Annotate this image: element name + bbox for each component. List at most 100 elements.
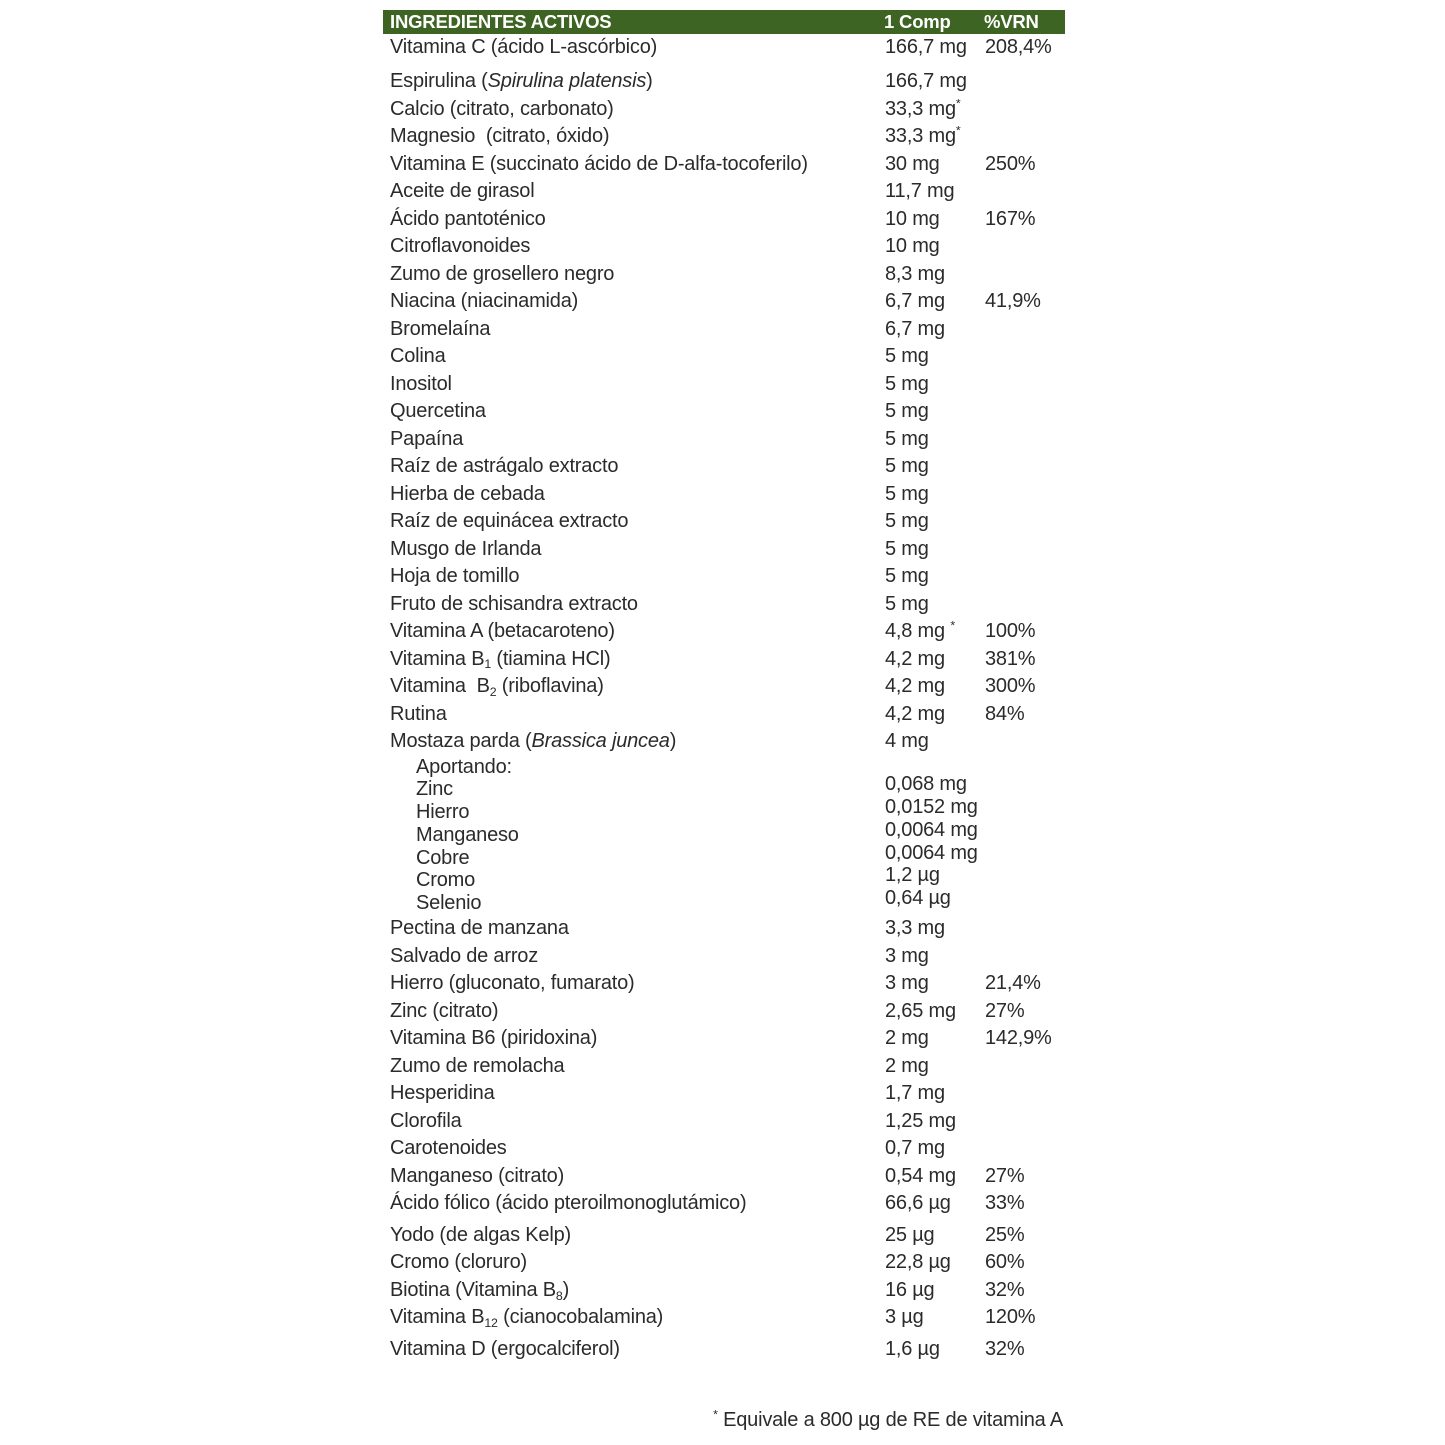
table-row: Niacina (niacinamida) 6,7 mg 41,9% <box>383 288 1065 316</box>
vrn-value: 41,9% <box>985 290 1041 312</box>
amount-value: 3 µg <box>885 1306 924 1329</box>
amount-value: 25 µg <box>885 1223 935 1246</box>
footnote-asterisk: * <box>713 1407 718 1422</box>
vrn-value: 250% <box>985 152 1036 175</box>
table-row: Ácido fólico (ácido pteroilmonoglutámico… <box>383 1190 1065 1218</box>
ingredient-name: Hierro <box>416 801 470 824</box>
ingredient-name: Aceite de girasol <box>390 180 535 202</box>
ingredient-name: Aportando: <box>416 755 512 778</box>
table-row: Vitamina A (betacaroteno) 4,8 mg * 100% <box>383 618 1065 646</box>
table-row: Zinc (citrato) 2,65 mg 27% <box>383 998 1065 1026</box>
table-row: Clorofila 1,25 mg <box>383 1108 1065 1136</box>
table-row: Magnesio (citrato, óxido) 33,3 mg* <box>383 123 1065 151</box>
amount-value: 0,54 mg <box>885 1164 956 1187</box>
table-row: Rutina 4,2 mg 84% <box>383 701 1065 729</box>
table-row: Bromelaína 6,7 mg <box>383 316 1065 344</box>
vrn-value: 25% <box>985 1223 1025 1246</box>
ingredient-name: Vitamina D (ergocalciferol) <box>390 1337 620 1360</box>
ingredient-name: Ácido pantoténico <box>390 207 546 230</box>
table-row: Salvado de arroz 3 mg <box>383 943 1065 971</box>
ingredient-name: Salvado de arroz <box>390 944 539 967</box>
table-row: Vitamina B12 (cianocobalamina) 3 µg 120% <box>383 1304 1065 1332</box>
amount-value: 166,7 mg <box>885 70 967 92</box>
ingredient-name: Carotenoides <box>390 1137 507 1160</box>
amount-value: 1,7 mg <box>885 1082 945 1105</box>
amount-value: 3 mg <box>885 944 929 967</box>
vrn-value: 142,9% <box>985 1027 1052 1050</box>
vrn-value: 167% <box>985 207 1036 230</box>
ingredient-name: Colina <box>390 345 446 367</box>
table-row: Hoja de tomillo 5 mg <box>383 563 1065 591</box>
ingredient-name: Quercetina <box>390 400 486 422</box>
ingredient-name: Mostaza parda (Brassica juncea) <box>390 730 677 752</box>
ingredient-name: Zinc <box>416 778 453 801</box>
table-row: Cromo 1,2 µg <box>383 864 1065 892</box>
amount-value: 10 mg <box>885 235 940 257</box>
amount-value: 11,7 mg <box>885 180 955 202</box>
amount-value: 2,65 mg <box>885 999 956 1022</box>
ingredient-name: Hierba de cebada <box>390 482 545 505</box>
table-row: Zumo de grosellero negro 8,3 mg <box>383 261 1065 289</box>
ingredient-name: Rutina <box>390 702 447 725</box>
table-row: Aportando: <box>383 756 1065 779</box>
amount-value: 66,6 µg <box>885 1192 951 1215</box>
ingredient-name: Zumo de grosellero negro <box>390 262 615 285</box>
amount-value: 5 mg <box>885 345 929 367</box>
amount-value: 0,068 mg <box>885 773 967 796</box>
ingredient-name: Hierro (gluconato, fumarato) <box>390 972 635 995</box>
amount-value: 4,2 mg <box>885 702 945 725</box>
ingredient-name: Raíz de astrágalo extracto <box>390 455 619 477</box>
table-row: Citroflavonoides 10 mg <box>383 233 1065 261</box>
amount-value: 4,2 mg <box>885 675 945 697</box>
vrn-value: 84% <box>985 702 1025 725</box>
amount-value: 5 mg <box>885 592 929 615</box>
amount-value: 16 µg <box>885 1278 935 1301</box>
ingredient-name: Ácido fólico (ácido pteroilmonoglutámico… <box>390 1192 747 1215</box>
table-row: Pectina de manzana 3,3 mg <box>383 915 1065 943</box>
ingredient-name: Hesperidina <box>390 1082 495 1105</box>
table-row: Vitamina D (ergocalciferol) 1,6 µg 32% <box>383 1336 1065 1364</box>
footnote-text: Equivale a 800 µg de RE de vitamina A <box>717 1409 1063 1431</box>
ingredient-name: Vitamina E (succinato ácido de D-alfa-to… <box>390 152 808 175</box>
ingredient-name: Cobre <box>416 846 470 869</box>
amount-value: 1,2 µg <box>885 864 940 887</box>
ingredient-name: Fruto de schisandra extracto <box>390 592 638 615</box>
vrn-value: 32% <box>985 1337 1025 1360</box>
ingredient-name: Vitamina B12 (cianocobalamina) <box>390 1306 664 1331</box>
header-col-ingredients: INGREDIENTES ACTIVOS <box>390 11 612 32</box>
ingredient-name: Espirulina (Spirulina platensis) <box>390 70 653 92</box>
vrn-value: 120% <box>985 1306 1036 1329</box>
table-body: Vitamina C (ácido L-ascórbico) 166,7 mg 20… <box>383 34 1065 1363</box>
table-row: Inositol 5 mg <box>383 371 1065 399</box>
ingredients-table: INGREDIENTES ACTIVOS 1 Comp %VRN Vitamin… <box>383 10 1065 1363</box>
table-row: Colina 5 mg <box>383 343 1065 371</box>
table-row: Raíz de equinácea extracto 5 mg <box>383 508 1065 536</box>
amount-value: 4 mg <box>885 730 929 752</box>
header-col-vrn: %VRN <box>984 11 1039 32</box>
amount-value: 10 mg <box>885 207 940 230</box>
ingredient-name: Vitamina B1 (tiamina HCl) <box>390 647 611 672</box>
table-row: Aceite de girasol 11,7 mg <box>383 178 1065 206</box>
header-col-1comp: 1 Comp <box>884 11 951 32</box>
amount-value: 5 mg <box>885 400 929 422</box>
ingredient-name: Magnesio (citrato, óxido) <box>390 125 610 147</box>
amount-value: 5 mg <box>885 565 929 587</box>
table-row: Selenio 0,64 µg <box>383 887 1065 915</box>
table-row: Hierba de cebada 5 mg <box>383 481 1065 509</box>
vrn-value: 381% <box>985 647 1036 670</box>
table-row: Mostaza parda (Brassica juncea) 4 mg <box>383 728 1065 756</box>
ingredient-name: Niacina (niacinamida) <box>390 290 579 312</box>
vrn-value: 300% <box>985 675 1036 697</box>
table-row: Hierro 0,0152 mg <box>383 796 1065 824</box>
amount-value: 3,3 mg <box>885 917 945 940</box>
table-header: INGREDIENTES ACTIVOS 1 Comp %VRN <box>383 10 1065 34</box>
table-row: Musgo de Irlanda 5 mg <box>383 536 1065 564</box>
table-row: Vitamina C (ácido L-ascórbico) 166,7 mg 20… <box>383 34 1065 62</box>
footnote: * Equivale a 800 µg de RE de vitamina A <box>383 1407 1063 1432</box>
ingredient-name: Biotina (Vitamina B8) <box>390 1278 570 1303</box>
vrn-value: 208,4% <box>985 36 1052 58</box>
ingredient-name: Citroflavonoides <box>390 235 531 257</box>
ingredient-name: Raíz de equinácea extracto <box>390 510 629 532</box>
ingredient-name: Papaína <box>390 427 464 450</box>
amount-value: 0,0152 mg <box>885 796 978 819</box>
